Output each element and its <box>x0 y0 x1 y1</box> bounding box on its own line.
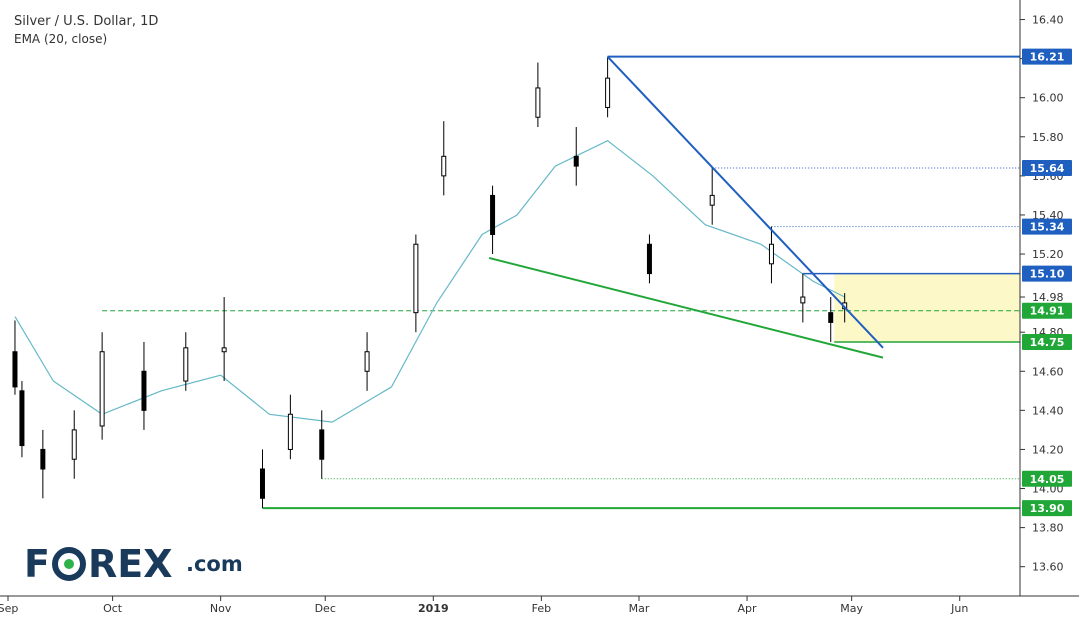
price-level-label: 14.05 <box>1030 473 1065 486</box>
logo-text-f: F <box>24 542 50 586</box>
candle-body <box>259 468 265 499</box>
y-tick-label: 13.80 <box>1032 522 1064 535</box>
x-tick-label: Oct <box>103 602 123 615</box>
level-lines-layer <box>102 55 1020 510</box>
candles-layer <box>12 56 848 509</box>
candle-body <box>646 243 652 275</box>
candle-body <box>364 351 370 372</box>
candle-body <box>768 243 774 265</box>
price-level-badge <box>1022 302 1072 319</box>
candle-body <box>441 155 447 177</box>
y-tick-label: 15.80 <box>1032 131 1064 144</box>
x-tick-label: Feb <box>532 602 551 615</box>
logo-o-dot <box>64 559 74 569</box>
logo-suffix: .com <box>186 552 243 576</box>
price-level-badge <box>1022 470 1072 487</box>
price-level-badge <box>1022 333 1072 350</box>
forex-logo: F REX .com <box>24 542 243 586</box>
trendlines-layer <box>488 55 884 359</box>
candle-body <box>71 429 77 460</box>
x-tick-label: May <box>840 602 863 615</box>
x-tick-label: Mar <box>629 602 650 615</box>
y-tick-label: 15.20 <box>1032 248 1064 261</box>
candle-body <box>141 370 147 411</box>
ema-layer <box>14 139 845 423</box>
x-tick-label: Dec <box>315 602 336 615</box>
x-ticks: Sep Oct Nov Dec 2019 Feb Mar Apr May Jun <box>0 596 968 615</box>
x-tick-label: Sep <box>0 602 18 615</box>
candle-body <box>183 347 189 382</box>
resistance-trendline <box>606 55 884 349</box>
y-tick-label: 16.40 <box>1032 14 1064 27</box>
y-tick-label: 14.60 <box>1032 365 1064 378</box>
candle-body <box>12 351 18 388</box>
candle-body <box>828 312 834 323</box>
y-tick-label: 14.40 <box>1032 404 1064 417</box>
candle-body <box>573 155 579 167</box>
candle-body <box>99 351 105 427</box>
x-tick-label: 2019 <box>418 602 449 615</box>
chart-title: Silver / U.S. Dollar, 1D <box>14 14 158 29</box>
candle-body <box>709 194 715 206</box>
x-tick-label: Jun <box>950 602 968 615</box>
price-level-label: 14.91 <box>1030 305 1065 318</box>
candle-body <box>40 448 46 470</box>
ema-line <box>14 139 845 423</box>
chart-subtitle: EMA (20, close) <box>14 32 107 46</box>
price-level-labels: 16.21 15.64 15.34 15.10 14.91 14.75 14.05 13.90 <box>1022 48 1072 517</box>
price-level-label: 14.75 <box>1030 336 1065 349</box>
candle-body <box>19 390 25 447</box>
candle-body <box>287 413 293 450</box>
logo-text-rex: REX <box>88 542 173 586</box>
consolidation-zone <box>834 273 1020 342</box>
candle-body <box>413 243 419 314</box>
price-level-badge <box>1022 265 1072 282</box>
price-level-badge <box>1022 160 1072 177</box>
candle-body <box>221 347 227 353</box>
price-level-badge <box>1022 218 1072 235</box>
candle-body <box>319 429 325 460</box>
price-level-label: 16.21 <box>1030 51 1065 64</box>
support-trendline <box>488 256 884 359</box>
candle-body <box>535 87 541 118</box>
x-tick-label: Nov <box>210 602 232 615</box>
candle-body <box>800 296 806 304</box>
price-level-badge <box>1022 500 1072 517</box>
price-level-label: 15.10 <box>1030 268 1065 281</box>
logo-o-ring <box>52 547 86 581</box>
y-tick-label: 14.98 <box>1032 291 1064 304</box>
y-tick-label: 13.60 <box>1032 561 1064 574</box>
y-tick-label: 14.20 <box>1032 443 1064 456</box>
price-level-label: 15.34 <box>1030 221 1065 234</box>
candle-body <box>490 194 496 235</box>
candle-body <box>605 77 611 108</box>
y-tick-label: 16.00 <box>1032 92 1064 105</box>
x-tick-label: Apr <box>738 602 758 615</box>
price-level-badge <box>1022 48 1072 65</box>
price-level-label: 13.90 <box>1030 502 1065 515</box>
zone-layer <box>834 273 1020 342</box>
price-level-label: 15.64 <box>1030 162 1065 175</box>
